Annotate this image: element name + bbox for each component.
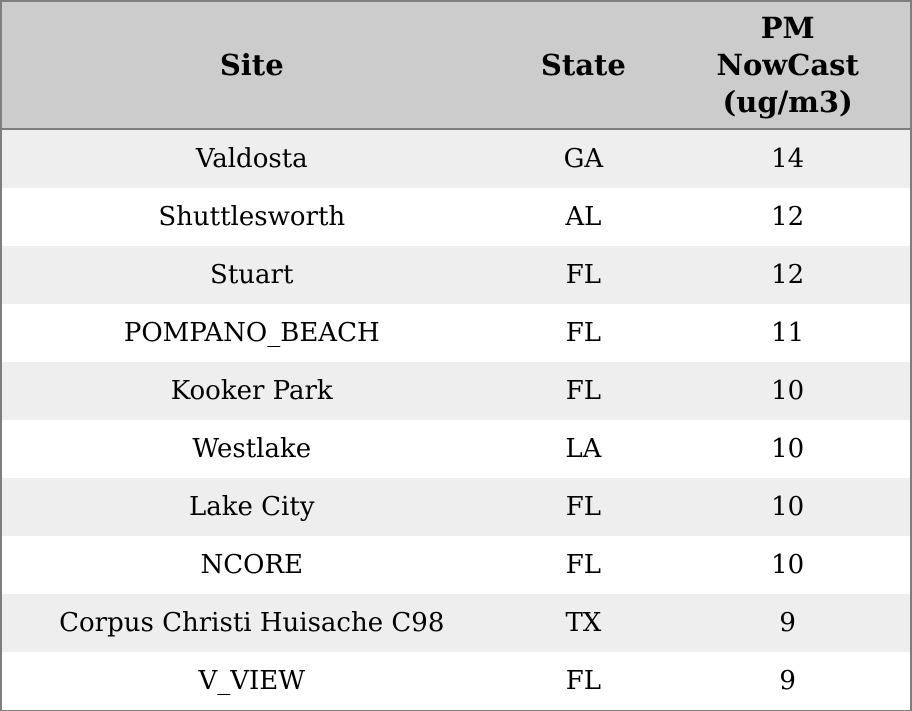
site-cell: NCORE	[200, 550, 303, 580]
table-row: Corpus Christi Huisache C98 TX 9	[1, 594, 911, 652]
pm-value-cell: 14	[771, 144, 805, 174]
state-cell: FL	[565, 318, 602, 348]
state-cell: FL	[565, 376, 602, 406]
col-header-pm-nowcast: PM NowCast (ug/m3)	[665, 1, 911, 129]
pm-value-cell: 12	[771, 202, 805, 232]
table-row: Shuttlesworth AL 12	[1, 188, 911, 246]
col-header-state: State	[501, 1, 666, 129]
table-row: Lake City FL 10	[1, 478, 911, 536]
pm-value-cell: 12	[771, 260, 805, 290]
pm-value-cell: 9	[779, 666, 796, 696]
state-cell: FL	[565, 666, 602, 696]
state-cell: TX	[565, 608, 602, 638]
table-header: Site State PM NowCast (ug/m3)	[1, 1, 911, 129]
site-cell: Valdosta	[195, 144, 308, 174]
pm-value-cell: 11	[771, 318, 805, 348]
site-cell: Corpus Christi Huisache C98	[59, 608, 445, 638]
table-row: V_VIEW FL 9	[1, 652, 911, 711]
table-row: Kooker Park FL 10	[1, 362, 911, 420]
pm-value-cell: 10	[771, 550, 805, 580]
table-row: NCORE FL 10	[1, 536, 911, 594]
site-cell: Kooker Park	[170, 376, 333, 406]
pm-header-line-2: NowCast	[716, 47, 859, 82]
table-row: Westlake LA 10	[1, 420, 911, 478]
site-cell: Westlake	[192, 434, 312, 464]
state-cell: FL	[565, 492, 602, 522]
site-cell: POMPANO_BEACH	[123, 318, 380, 348]
site-cell: Lake City	[188, 492, 315, 522]
table-row: Stuart FL 12	[1, 246, 911, 304]
pm-header-line-3: (ug/m3)	[722, 84, 853, 119]
col-header-site: Site	[1, 1, 502, 129]
pm-value-cell: 10	[771, 434, 805, 464]
pm-value-cell: 9	[779, 608, 796, 638]
site-cell: Stuart	[210, 260, 294, 290]
site-cell: Shuttlesworth	[158, 202, 346, 232]
pm-header-line-1: PM	[760, 10, 815, 45]
table-row: POMPANO_BEACH FL 11	[1, 304, 911, 362]
state-cell: GA	[563, 144, 604, 174]
table-row: Valdosta GA 14	[1, 129, 911, 188]
table-body: Valdosta GA 14 Shuttlesworth AL 12 Stuart FL 12 P…	[1, 129, 911, 711]
site-cell: V_VIEW	[198, 666, 306, 696]
header-row: Site State PM NowCast (ug/m3)	[1, 1, 911, 129]
state-cell: FL	[565, 550, 602, 580]
state-cell: AL	[565, 202, 602, 232]
state-cell: FL	[565, 260, 602, 290]
pm-value-cell: 10	[771, 492, 805, 522]
pm-value-cell: 10	[771, 376, 805, 406]
state-cell: LA	[565, 434, 602, 464]
